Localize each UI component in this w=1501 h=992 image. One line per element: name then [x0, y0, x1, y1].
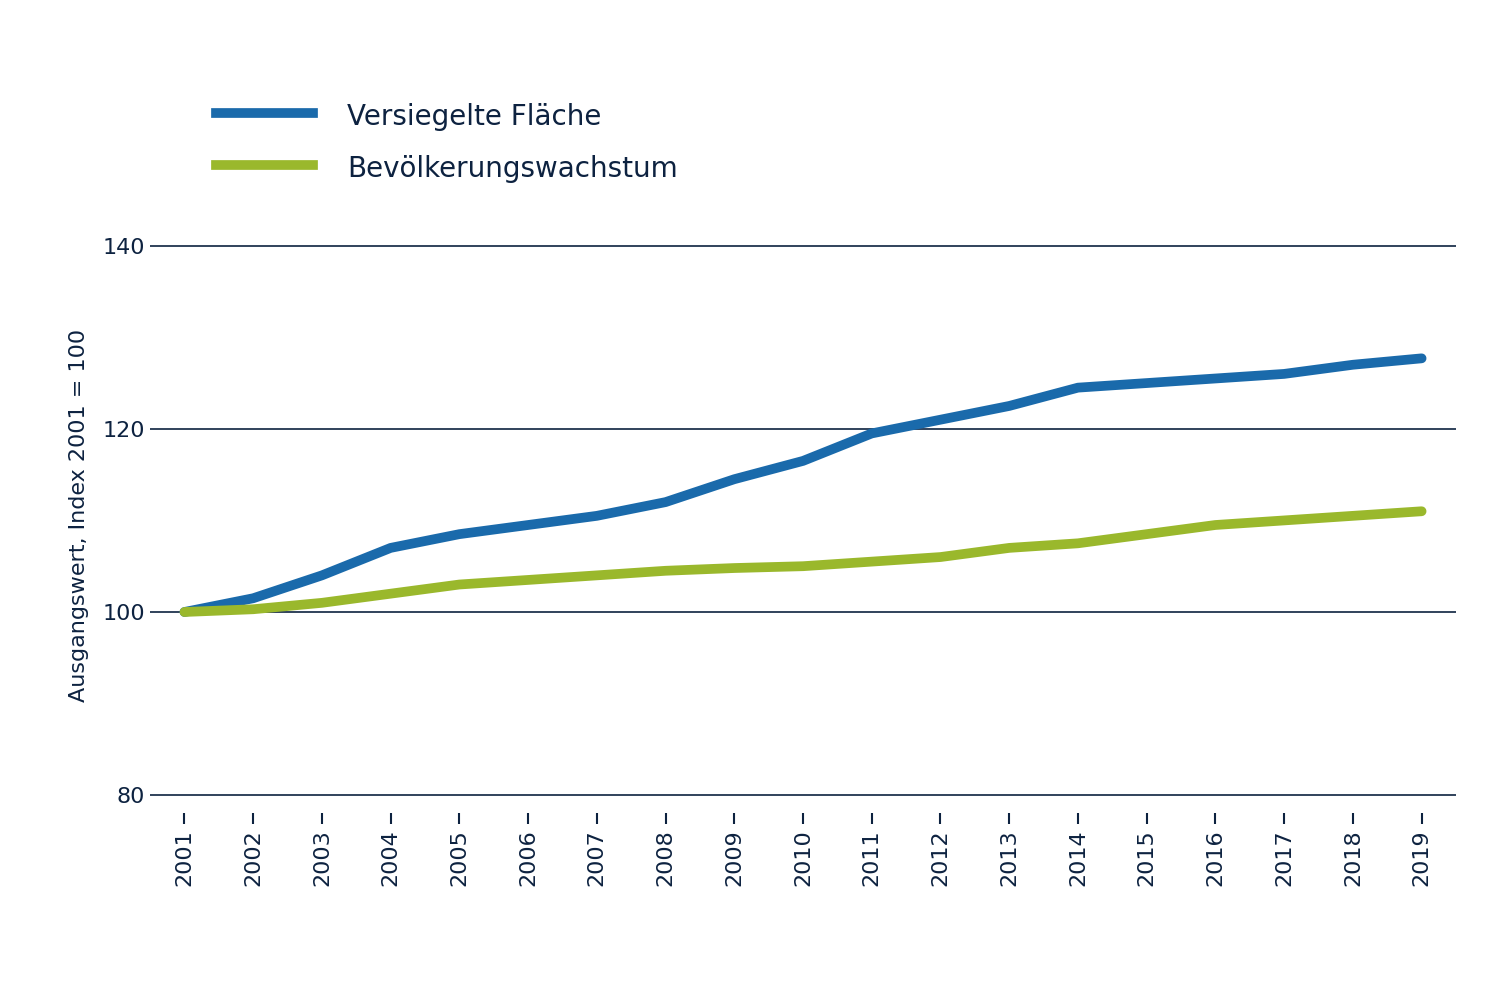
- Legend: Versiegelte Fläche, Bevölkerungswachstum: Versiegelte Fläche, Bevölkerungswachstum: [216, 101, 677, 183]
- Y-axis label: Ausgangswert, Index 2001 = 100: Ausgangswert, Index 2001 = 100: [69, 329, 89, 702]
